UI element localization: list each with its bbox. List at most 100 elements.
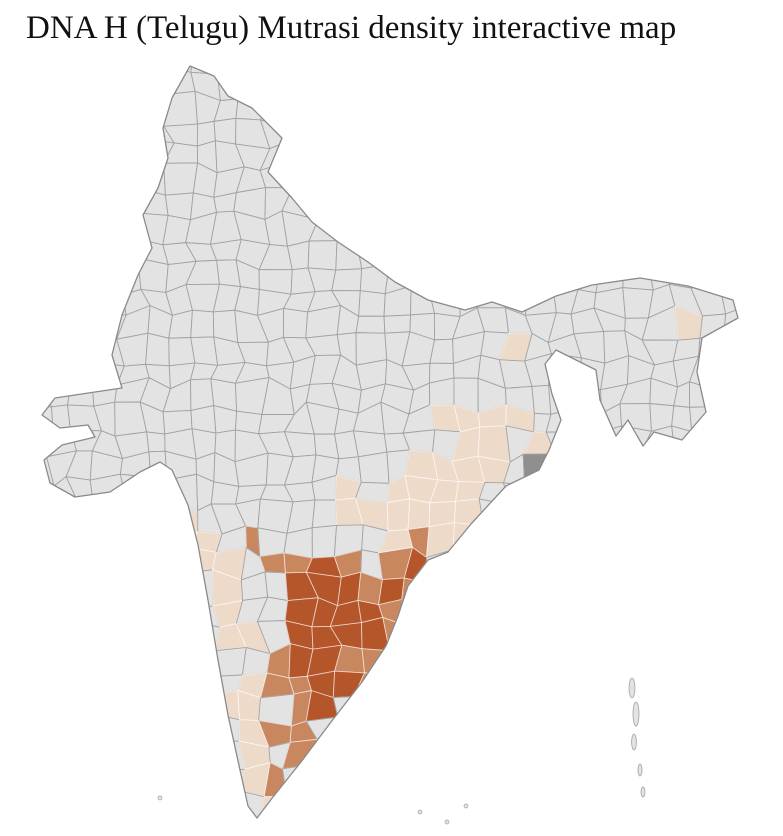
district[interactable] bbox=[0, 310, 27, 337]
district[interactable] bbox=[0, 66, 23, 98]
district[interactable] bbox=[523, 764, 552, 793]
district[interactable] bbox=[616, 215, 651, 248]
district[interactable] bbox=[475, 646, 507, 678]
district[interactable] bbox=[648, 788, 677, 818]
district[interactable] bbox=[50, 51, 76, 79]
district[interactable] bbox=[187, 694, 216, 725]
district[interactable] bbox=[0, 143, 29, 169]
district[interactable] bbox=[667, 572, 697, 607]
district[interactable] bbox=[619, 403, 652, 432]
district[interactable] bbox=[741, 577, 773, 595]
district[interactable] bbox=[18, 546, 49, 576]
district[interactable] bbox=[18, 572, 53, 598]
district[interactable] bbox=[691, 642, 724, 679]
district[interactable] bbox=[335, 784, 361, 821]
district[interactable] bbox=[43, 530, 79, 552]
district[interactable] bbox=[261, 42, 296, 76]
district[interactable] bbox=[474, 620, 507, 653]
district[interactable] bbox=[716, 526, 739, 551]
district[interactable] bbox=[167, 572, 197, 608]
district[interactable] bbox=[473, 161, 502, 198]
district[interactable] bbox=[525, 546, 558, 582]
district[interactable] bbox=[282, 307, 309, 339]
district[interactable] bbox=[641, 186, 674, 221]
district[interactable] bbox=[311, 524, 338, 559]
island-andaman[interactable] bbox=[640, 786, 646, 798]
district[interactable] bbox=[546, 121, 583, 146]
district[interactable] bbox=[596, 668, 624, 701]
district[interactable] bbox=[642, 623, 677, 646]
district[interactable] bbox=[0, 693, 25, 723]
district[interactable] bbox=[42, 88, 74, 127]
district[interactable] bbox=[311, 499, 338, 529]
district[interactable] bbox=[741, 331, 772, 366]
district[interactable] bbox=[718, 259, 750, 290]
district[interactable] bbox=[474, 771, 507, 789]
district[interactable] bbox=[747, 766, 769, 792]
district[interactable] bbox=[385, 737, 404, 773]
district[interactable] bbox=[411, 787, 435, 818]
district[interactable] bbox=[285, 793, 311, 816]
district[interactable] bbox=[23, 307, 53, 342]
district[interactable] bbox=[20, 88, 50, 123]
district[interactable] bbox=[70, 329, 101, 363]
district[interactable] bbox=[617, 51, 653, 70]
island-minor[interactable] bbox=[157, 795, 163, 801]
district[interactable] bbox=[305, 764, 341, 799]
district[interactable] bbox=[67, 141, 104, 171]
district[interactable] bbox=[740, 716, 771, 750]
district[interactable] bbox=[43, 648, 70, 673]
district[interactable] bbox=[0, 597, 26, 619]
district[interactable] bbox=[554, 668, 582, 704]
district[interactable] bbox=[620, 66, 652, 102]
district[interactable] bbox=[625, 164, 646, 196]
district[interactable] bbox=[359, 765, 387, 797]
district[interactable] bbox=[283, 125, 318, 143]
district[interactable] bbox=[71, 593, 99, 619]
district[interactable] bbox=[499, 210, 523, 247]
district[interactable] bbox=[571, 521, 604, 555]
district[interactable] bbox=[213, 117, 237, 145]
district[interactable] bbox=[498, 597, 534, 631]
district[interactable] bbox=[745, 213, 770, 237]
district[interactable] bbox=[28, 142, 51, 170]
district[interactable] bbox=[2, 380, 26, 408]
district[interactable] bbox=[257, 527, 288, 558]
district[interactable] bbox=[545, 765, 583, 792]
district[interactable] bbox=[742, 191, 774, 218]
district[interactable] bbox=[721, 623, 743, 652]
district[interactable] bbox=[766, 720, 783, 743]
district[interactable] bbox=[749, 45, 768, 69]
district[interactable] bbox=[520, 210, 553, 244]
district[interactable] bbox=[768, 331, 783, 367]
district[interactable] bbox=[328, 71, 365, 102]
district[interactable] bbox=[285, 137, 318, 171]
district[interactable] bbox=[429, 377, 455, 406]
district[interactable] bbox=[642, 600, 678, 628]
district[interactable] bbox=[626, 501, 654, 534]
district[interactable] bbox=[475, 670, 503, 695]
district[interactable] bbox=[713, 448, 750, 482]
district[interactable] bbox=[41, 283, 74, 312]
district[interactable] bbox=[670, 185, 703, 224]
district[interactable] bbox=[672, 643, 703, 679]
district[interactable] bbox=[49, 715, 70, 748]
district[interactable] bbox=[643, 522, 669, 559]
district[interactable] bbox=[96, 694, 125, 727]
district[interactable] bbox=[355, 218, 385, 242]
district[interactable] bbox=[714, 142, 748, 170]
district[interactable] bbox=[378, 164, 413, 199]
district[interactable] bbox=[311, 124, 343, 142]
district[interactable] bbox=[719, 546, 750, 580]
district[interactable] bbox=[529, 575, 558, 607]
district[interactable] bbox=[695, 498, 724, 528]
district[interactable] bbox=[89, 66, 123, 99]
district[interactable] bbox=[137, 257, 169, 293]
district[interactable] bbox=[430, 113, 455, 147]
district[interactable] bbox=[521, 669, 559, 701]
district[interactable] bbox=[360, 66, 388, 102]
district[interactable] bbox=[640, 451, 676, 481]
district[interactable] bbox=[668, 264, 703, 289]
district[interactable] bbox=[569, 66, 607, 95]
district[interactable] bbox=[689, 161, 717, 198]
